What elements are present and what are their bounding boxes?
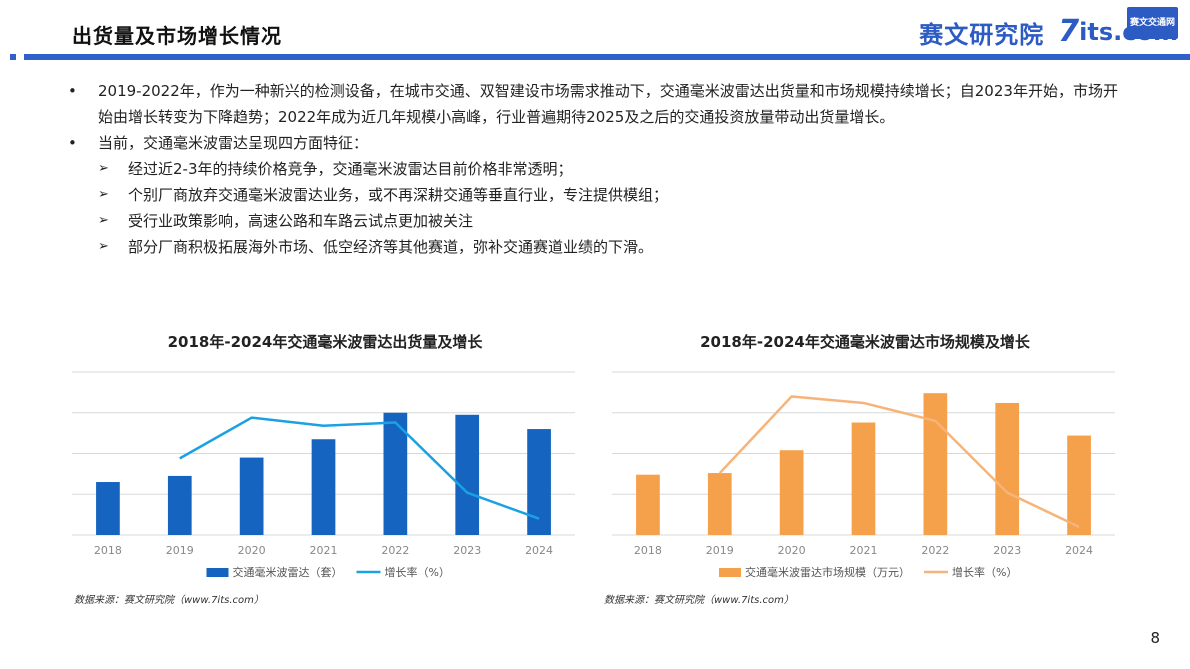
chart-bar [1067,435,1091,535]
title-divider-bar [24,54,1190,60]
logo-domain: its.com 赛文交通网 [1079,7,1178,47]
arrow-icon: ➢ [98,213,109,228]
market-size-chart: 2018 2019 2020 2021 2022 2023 2024 交通毫米波雷达市场规模（… [612,371,1115,579]
x-tick-label: 2018 [634,544,662,557]
sub-bullet-text: 经过近2-3年的持续价格竞争，交通毫米波雷达目前价格非常透明； [128,160,573,178]
x-tick-label: 2022 [381,544,409,557]
sub-bullet-item: ➢ 经过近2-3年的持续价格竞争，交通毫米波雷达目前价格非常透明； [68,156,1128,182]
bullet-item: 当前，交通毫米波雷达呈现四方面特征： [68,130,1128,156]
growth-rate-line [179,416,540,520]
chart-bar [455,414,480,535]
logo-badge: 赛文交通网 [1126,7,1178,39]
x-tick-label: 2023 [453,544,481,557]
chart-source-market-size: 数据来源：赛文研究院（www.7its.com） [604,595,794,606]
shipments-chart: 2018 2019 2020 2021 2022 2023 2024 交通毫米波雷达（套） 增长… [72,371,575,579]
logo-text-cn: 赛文研究院 [919,20,1045,49]
x-tick-label: 2020 [238,544,266,557]
chart-bar [527,429,551,535]
legend-label-bar: 交通毫米波雷达市场规模（万元） [745,565,910,579]
title-accent-square [10,54,16,60]
sub-bullet-item: ➢ 受行业政策影响，高速公路和车路云试点更加被关注 [68,208,1128,234]
chart-bar [167,475,192,535]
slide-header: 出货量及市场增长情况 赛文研究院 7 its.com 赛文交通网 [0,0,1190,64]
chart-bar [779,450,804,535]
chart-source-shipments: 数据来源：赛文研究院（www.7its.com） [74,595,264,606]
chart-bar [851,422,876,535]
legend-swatch-bar [206,568,229,577]
chart-bar [311,439,336,535]
page-number: 8 [1150,629,1160,647]
chart-title-shipments: 2018年-2024年交通毫米波雷达出货量及增长 [167,333,483,351]
chart-bar [995,402,1020,535]
sub-bullet-text: 个别厂商放弃交通毫米波雷达业务，或不再深耕交通等垂直行业，专注提供模组； [128,186,669,204]
x-tick-label: 2020 [778,544,806,557]
chart-bar [923,393,948,535]
x-tick-label: 2023 [993,544,1021,557]
arrow-icon: ➢ [98,239,109,254]
sub-bullet-text: 部分厂商积极拓展海外市场、低空经济等其他赛道，弥补交通赛道业绩的下滑。 [128,238,654,256]
sub-bullet-item: ➢ 部分厂商积极拓展海外市场、低空经济等其他赛道，弥补交通赛道业绩的下滑。 [68,234,1128,260]
growth-rate-line [718,395,1080,528]
chart-bar [707,473,732,535]
bullet-list: 2019-2022年，作为一种新兴的检测设备，在城市交通、双智建设市场需求推动下… [68,78,1128,260]
legend-label-bar: 交通毫米波雷达（套） [233,565,343,579]
x-tick-label: 2022 [921,544,949,557]
logo-number: 7 [1058,14,1080,49]
chart-bar [96,482,120,535]
x-tick-label: 2019 [166,544,194,557]
arrow-icon: ➢ [98,187,109,202]
arrow-icon: ➢ [98,161,109,176]
chart-bar [239,457,264,535]
page-title: 出货量及市场增长情况 [72,24,282,48]
chart-title-market-size: 2018年-2024年交通毫米波雷达市场规模及增长 [700,333,1030,351]
x-tick-label: 2021 [850,544,878,557]
bullet-item: 2019-2022年，作为一种新兴的检测设备，在城市交通、双智建设市场需求推动下… [68,78,1128,130]
x-tick-label: 2019 [706,544,734,557]
x-tick-label: 2018 [94,544,122,557]
legend-label-line: 增长率（%） [385,565,450,579]
x-tick-label: 2024 [525,544,553,557]
sub-bullet-item: ➢ 个别厂商放弃交通毫米波雷达业务，或不再深耕交通等垂直行业，专注提供模组； [68,182,1128,208]
x-tick-label: 2021 [310,544,338,557]
legend-label-line: 增长率（%） [952,565,1017,579]
sub-bullet-text: 受行业政策影响，高速公路和车路云试点更加被关注 [128,212,474,230]
legend-swatch-bar [719,568,741,577]
brand-logo: 赛文研究院 7 its.com 赛文交通网 [919,7,1178,50]
x-tick-label: 2024 [1065,544,1093,557]
chart-bar [383,412,408,535]
chart-bar [636,474,660,535]
